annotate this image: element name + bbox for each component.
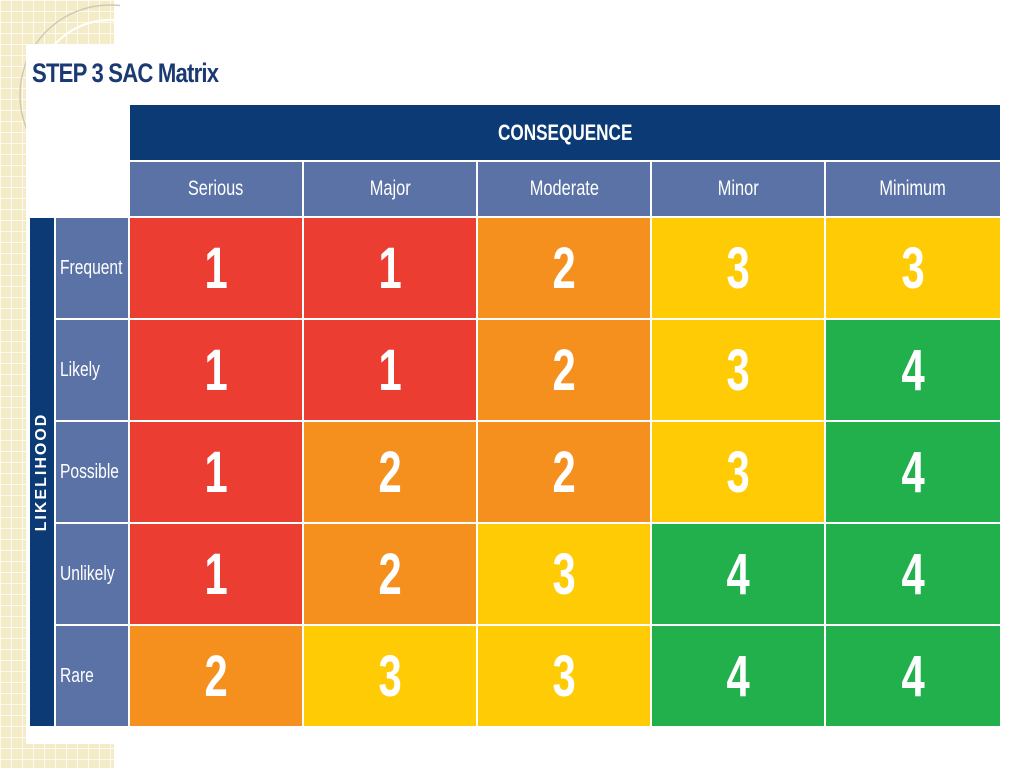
row-header-label: Rare (60, 664, 94, 687)
column-header-minor: Minor (652, 162, 824, 216)
likelihood-label: LIKELIHOOD (33, 412, 50, 532)
row-header-label: Frequent (60, 256, 123, 279)
matrix-cell: 2 (304, 422, 476, 522)
column-header-label: Minimum (879, 177, 947, 200)
cell-value: 1 (204, 235, 228, 301)
row-header-unlikely: Unlikely (56, 524, 128, 624)
slide-title: STEP 3 SAC Matrix (32, 58, 219, 88)
row-header-rare: Rare (56, 626, 128, 726)
row-header-possible: Possible (56, 422, 128, 522)
column-header-label: Moderate (529, 177, 599, 200)
matrix-cell: 4 (826, 422, 1000, 522)
cell-value: 2 (552, 235, 576, 301)
cell-value: 4 (726, 643, 750, 709)
cell-value: 1 (204, 439, 228, 505)
row-header-label: Likely (60, 358, 100, 381)
matrix-cell: 2 (130, 626, 302, 726)
matrix-cell: 4 (826, 524, 1000, 624)
matrix-cell: 3 (478, 524, 650, 624)
cell-value: 4 (901, 643, 925, 709)
matrix-cell: 1 (130, 218, 302, 318)
cell-value: 3 (552, 541, 576, 607)
matrix-cell: 1 (304, 320, 476, 420)
column-header-major: Major (304, 162, 476, 216)
row-header-likely: Likely (56, 320, 128, 420)
cell-value: 4 (901, 337, 925, 403)
cell-value: 3 (378, 643, 402, 709)
matrix-cell: 3 (304, 626, 476, 726)
column-header-serious: Serious (130, 162, 302, 216)
matrix-cell: 4 (652, 524, 824, 624)
matrix-cell: 4 (826, 320, 1000, 420)
cell-value: 3 (726, 439, 750, 505)
cell-value: 4 (726, 541, 750, 607)
consequence-label: CONSEQUENCE (497, 119, 633, 145)
matrix-cell: 3 (826, 218, 1000, 318)
row-header-frequent: Frequent (56, 218, 128, 318)
matrix-cell: 1 (130, 524, 302, 624)
cell-value: 2 (378, 439, 402, 505)
cell-value: 4 (901, 541, 925, 607)
matrix-cell: 2 (478, 422, 650, 522)
cell-value: 3 (726, 337, 750, 403)
matrix-cell: 4 (826, 626, 1000, 726)
row-header-label: Unlikely (60, 562, 115, 585)
matrix-cell: 1 (304, 218, 476, 318)
consequence-header: CONSEQUENCE (130, 105, 1000, 160)
cell-value: 4 (901, 439, 925, 505)
cell-value: 1 (378, 235, 402, 301)
matrix-cell: 3 (652, 218, 824, 318)
column-header-label: Minor (717, 177, 759, 200)
cell-value: 3 (552, 643, 576, 709)
matrix-cell: 1 (130, 320, 302, 420)
matrix-corner (30, 105, 128, 216)
cell-value: 3 (901, 235, 925, 301)
matrix-cell: 3 (652, 320, 824, 420)
risk-matrix: CONSEQUENCE Serious Major Moderate Minor… (30, 105, 1000, 726)
matrix-cell: 1 (130, 422, 302, 522)
cell-value: 1 (378, 337, 402, 403)
cell-value: 2 (552, 439, 576, 505)
cell-value: 1 (204, 541, 228, 607)
cell-value: 2 (378, 541, 402, 607)
matrix-cell: 2 (478, 218, 650, 318)
column-header-label: Serious (188, 177, 244, 200)
matrix-cell: 2 (478, 320, 650, 420)
matrix-cell: 3 (478, 626, 650, 726)
likelihood-band: LIKELIHOOD (30, 218, 54, 726)
matrix-cell: 3 (652, 422, 824, 522)
row-header-label: Possible (60, 460, 119, 483)
cell-value: 1 (204, 337, 228, 403)
column-header-label: Major (369, 177, 411, 200)
cell-value: 3 (726, 235, 750, 301)
column-header-moderate: Moderate (478, 162, 650, 216)
cell-value: 2 (204, 643, 228, 709)
matrix-cell: 4 (652, 626, 824, 726)
column-header-minimum: Minimum (826, 162, 1000, 216)
cell-value: 2 (552, 337, 576, 403)
matrix-cell: 2 (304, 524, 476, 624)
